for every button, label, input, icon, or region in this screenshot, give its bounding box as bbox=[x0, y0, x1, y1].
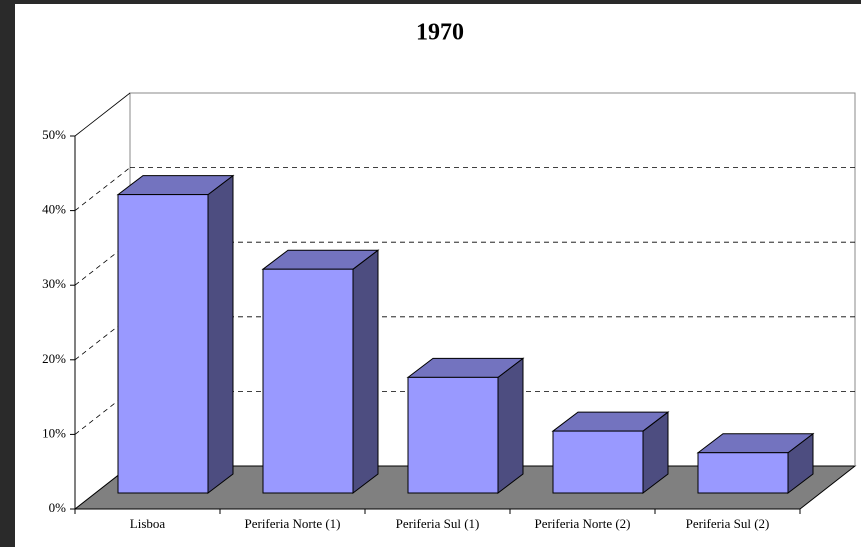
y-tick-label: 40% bbox=[42, 202, 66, 217]
x-tick-label: Periferia Norte (2) bbox=[534, 516, 630, 531]
side-grid-line bbox=[74, 167, 131, 211]
bar bbox=[407, 376, 499, 494]
y-tick-label: 50% bbox=[42, 127, 66, 142]
bar bbox=[697, 452, 789, 494]
x-tick-label: Periferia Sul (1) bbox=[396, 516, 480, 531]
chart-title: 1970 bbox=[416, 20, 464, 46]
x-tick-label: Periferia Norte (1) bbox=[244, 516, 340, 531]
bar bbox=[262, 268, 354, 494]
bar-side bbox=[497, 357, 524, 495]
bar-side bbox=[352, 249, 379, 495]
y-tick-label: 10% bbox=[42, 425, 66, 440]
x-tick-label: Lisboa bbox=[130, 516, 166, 531]
bar-side bbox=[207, 174, 234, 495]
bar bbox=[552, 430, 644, 494]
y-tick-label: 30% bbox=[42, 276, 66, 291]
y-tick-label: 20% bbox=[42, 351, 66, 366]
bar bbox=[117, 194, 209, 494]
side-grid-line bbox=[74, 92, 131, 137]
y-tick-label: 0% bbox=[49, 500, 67, 515]
x-tick-label: Periferia Sul (2) bbox=[686, 516, 770, 531]
